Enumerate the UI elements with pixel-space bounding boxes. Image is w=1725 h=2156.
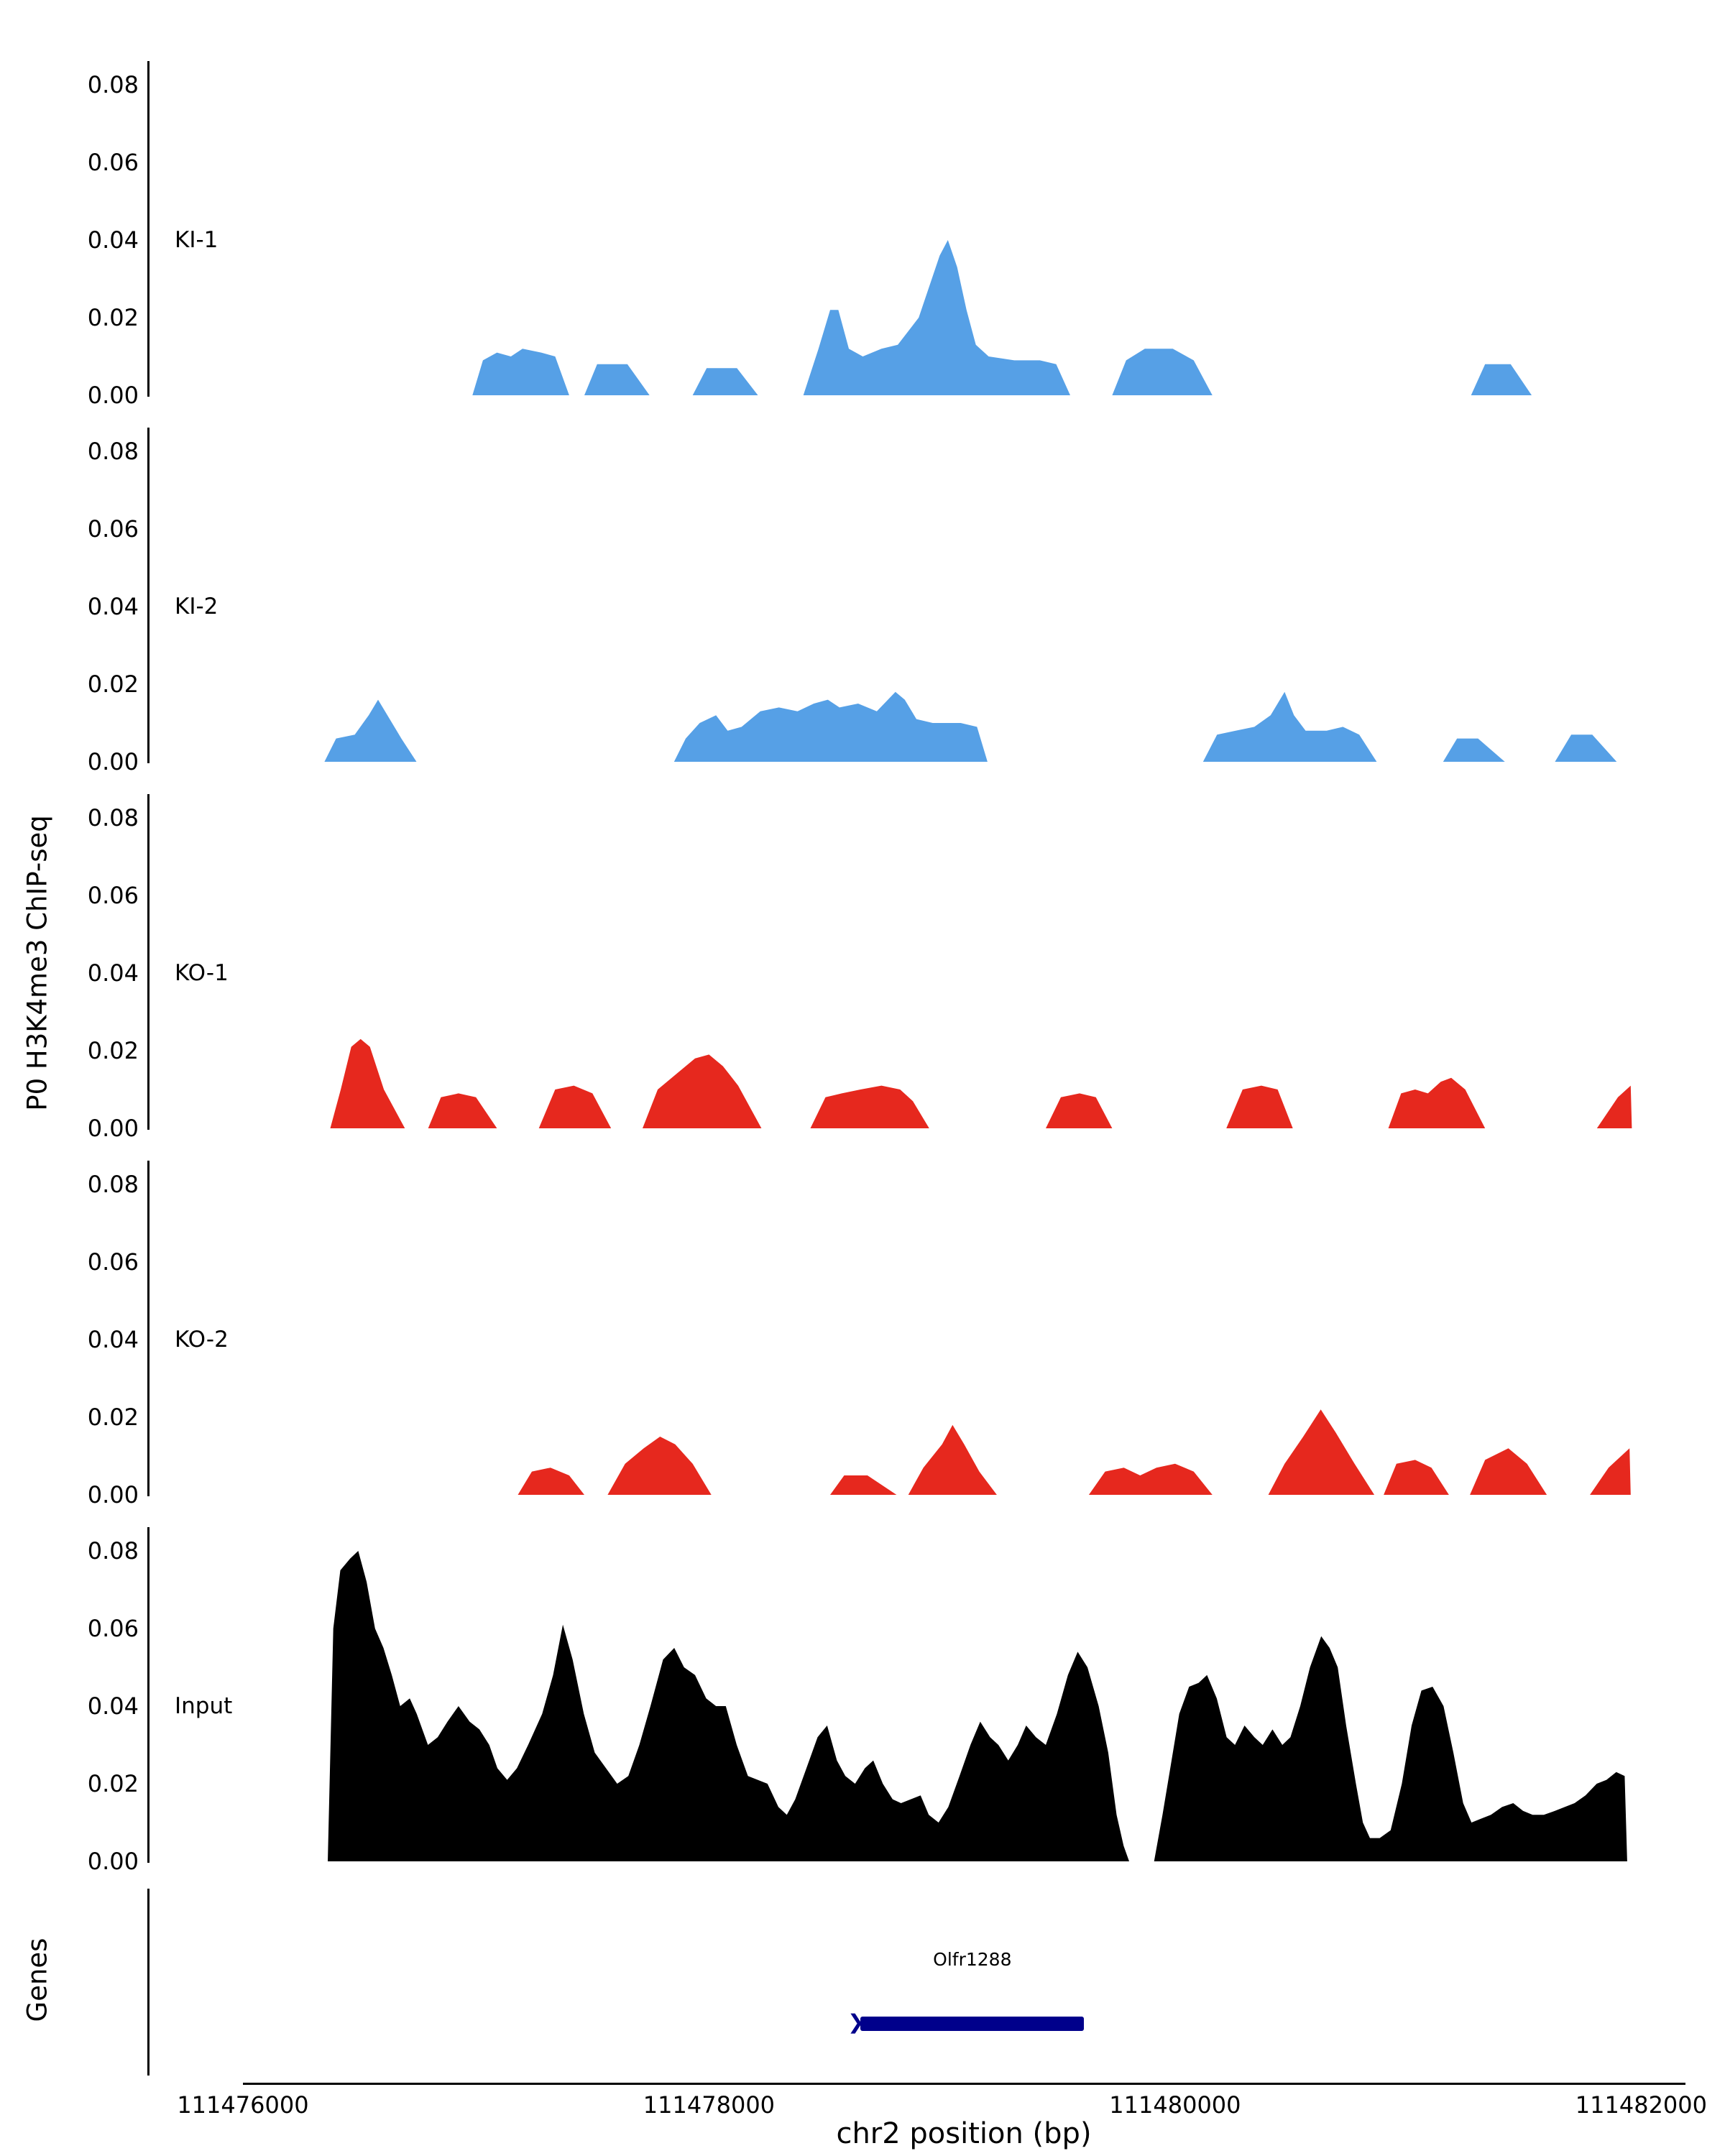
y-tick-label: 0.00 <box>87 748 139 775</box>
track-row-ki-2: 0.00 0.02 0.04 0.06 0.08 KI-2 <box>68 417 1689 776</box>
x-tick-label: 111478000 <box>643 2091 776 2119</box>
y-tick-label: 0.06 <box>87 1615 139 1642</box>
y-tick-label: 0.06 <box>87 882 139 909</box>
signal-area-ki-2 <box>324 691 1617 762</box>
track-label-ko-1: KO-1 <box>175 960 229 986</box>
y-tick-label: 0.02 <box>87 1404 139 1431</box>
signal-area-ko-1 <box>330 1038 1632 1128</box>
track-row-input: 0.00 0.02 0.04 0.06 0.08 Input <box>68 1516 1689 1876</box>
y-tick-label: 0.08 <box>87 438 139 465</box>
y-tick-label: 0.08 <box>87 1171 139 1198</box>
gene-strand-arrow-icon: ❯ <box>847 2010 865 2034</box>
x-axis-title: chr2 position (bp) <box>836 2117 1092 2150</box>
gene-name-label: Olfr1288 <box>933 1949 1012 1970</box>
y-tick-label: 0.04 <box>87 959 139 987</box>
track-row-ko-2: 0.00 0.02 0.04 0.06 0.08 KO-2 <box>68 1150 1689 1509</box>
track-label-ko-2: KO-2 <box>175 1327 229 1353</box>
y-tick-label: 0.06 <box>87 1248 139 1276</box>
track-label-ki-1: KI-1 <box>175 227 218 253</box>
x-axis-line <box>242 2083 1685 2085</box>
x-axis: 111476000 111478000 111480000 111482000 <box>147 2083 1707 2147</box>
y-tick-label: 0.02 <box>87 1770 139 1797</box>
signal-area-ki-1 <box>472 240 1532 395</box>
x-tick-label: 111482000 <box>1575 2091 1708 2119</box>
y-tick-label: 0.04 <box>87 593 139 620</box>
y-tick-label: 0.02 <box>87 1037 139 1064</box>
y-tick-label: 0.00 <box>87 382 139 409</box>
track-row-ki-1: 0.00 0.02 0.04 0.06 0.08 KI-1 <box>68 50 1689 410</box>
track-label-input: Input <box>175 1693 233 1719</box>
y-tick-label: 0.06 <box>87 149 139 176</box>
track-signal-ki-1 <box>147 61 1532 397</box>
y-tick-label: 0.04 <box>87 1692 139 1720</box>
y-tick-label: 0.00 <box>87 1848 139 1875</box>
y-tick-label: 0.00 <box>87 1115 139 1142</box>
y-tick-label: 0.00 <box>87 1481 139 1508</box>
y-tick-label: 0.04 <box>87 1326 139 1353</box>
gene-body-bar <box>860 2017 1085 2031</box>
y-tick-label: 0.08 <box>87 71 139 98</box>
genes-axis-title: Genes <box>22 1938 53 2022</box>
y-tick-label: 0.06 <box>87 515 139 543</box>
track-signal-ki-2 <box>147 428 1617 763</box>
y-axis-title: P0 H3K4me3 ChIP-seq <box>22 815 53 1111</box>
track-signal-ko-1 <box>147 794 1632 1130</box>
genes-axis-spine <box>147 1889 150 2076</box>
y-tick-label: 0.08 <box>87 804 139 831</box>
x-tick-label: 111476000 <box>177 2091 309 2119</box>
track-signal-input <box>147 1527 1627 1863</box>
track-label-ki-2: KI-2 <box>175 594 218 619</box>
track-signal-ko-2 <box>147 1161 1631 1496</box>
signal-area-ko-2 <box>518 1409 1631 1495</box>
y-tick-label: 0.08 <box>87 1537 139 1565</box>
y-tick-label: 0.02 <box>87 671 139 698</box>
genes-panel: Olfr1288 ❯ <box>68 1883 1689 2084</box>
y-tick-label: 0.02 <box>87 304 139 331</box>
track-row-ko-1: 0.00 0.02 0.04 0.06 0.08 KO-1 <box>68 783 1689 1143</box>
signal-area-input <box>328 1551 1627 1861</box>
x-tick-label: 111480000 <box>1109 2091 1241 2119</box>
y-tick-label: 0.04 <box>87 226 139 254</box>
